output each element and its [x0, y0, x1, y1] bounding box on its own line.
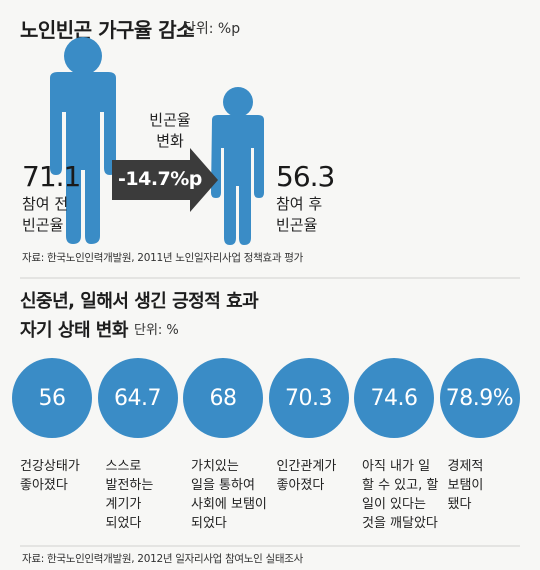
category-label-line: 일을 통하여	[191, 478, 255, 493]
category-label-line: 좋아졌다	[20, 478, 68, 493]
value-circle: 78.9%	[439, 358, 520, 438]
change-value: -14.7%p	[118, 168, 202, 190]
section1-unit: 단위: %p	[183, 21, 241, 37]
category-label-line: 경제적	[447, 459, 484, 474]
after-label: 참여 후 빈곤율	[276, 194, 322, 236]
category-label-line: 일이 있다는	[362, 497, 426, 512]
section2-source: 자료: 한국노인인력개발원, 2012년 일자리사업 참여노인 실태조사	[22, 553, 303, 565]
person-before-icon	[50, 37, 116, 244]
value-circle: 64.7	[97, 358, 178, 438]
category-label-line: 발전하는	[105, 478, 154, 493]
before-label-line: 참여 전	[22, 195, 69, 213]
category-label-line: 할 수 있고, 할	[362, 478, 439, 493]
value-circle: 56	[12, 358, 92, 438]
before-value: 71.1	[22, 160, 81, 193]
category-label-line: 되었다	[191, 516, 227, 531]
category-label-line: 가치있는	[191, 459, 239, 474]
section2-subtitle: 자기 상태 변화	[20, 320, 128, 341]
after-label-line: 빈곤율	[276, 216, 318, 234]
category-label-line: 계기가	[105, 497, 142, 512]
before-label-line: 빈곤율	[22, 216, 64, 234]
category-label-line: 되었다	[105, 516, 142, 531]
before-label: 참여 전 빈곤율	[22, 194, 68, 236]
value-circle: 74.6	[354, 358, 434, 438]
section2-unit: 단위: %	[134, 323, 179, 338]
category-label-line: 보탬이	[447, 478, 484, 493]
category-label-line: 건강상태가	[20, 459, 80, 474]
value-circle: 70.3	[268, 358, 349, 438]
person-after-icon	[211, 87, 264, 245]
after-value: 56.3	[276, 160, 335, 193]
section1-source: 자료: 한국노인인력개발원, 2011년 노인일자리사업 정책효과 평가	[22, 252, 303, 264]
arrow-caption-line: 변화	[156, 132, 184, 150]
category-label-line: 스스로	[105, 459, 142, 474]
category-label-line: 인간관계가	[276, 459, 337, 474]
category-label-line: 것을 깨달았다	[362, 516, 438, 531]
after-label-line: 참여 후	[276, 195, 323, 213]
arrow-caption: 빈곤율 변화	[145, 110, 195, 152]
category-label-line: 좋아졌다	[276, 478, 325, 493]
category-label-line: 사회에 보탬이	[191, 497, 267, 512]
section1-title: 노인빈곤 가구율 감소	[20, 18, 195, 42]
change-arrow	[112, 148, 218, 212]
section2-title: 신중년, 일해서 생긴 긍정적 효과	[20, 291, 259, 312]
arrow-caption-line: 빈곤율	[149, 111, 191, 129]
value-circle: 68	[183, 358, 263, 438]
category-label-line: 아직 내가 일	[362, 459, 431, 474]
category-label-line: 됐다	[447, 497, 472, 512]
